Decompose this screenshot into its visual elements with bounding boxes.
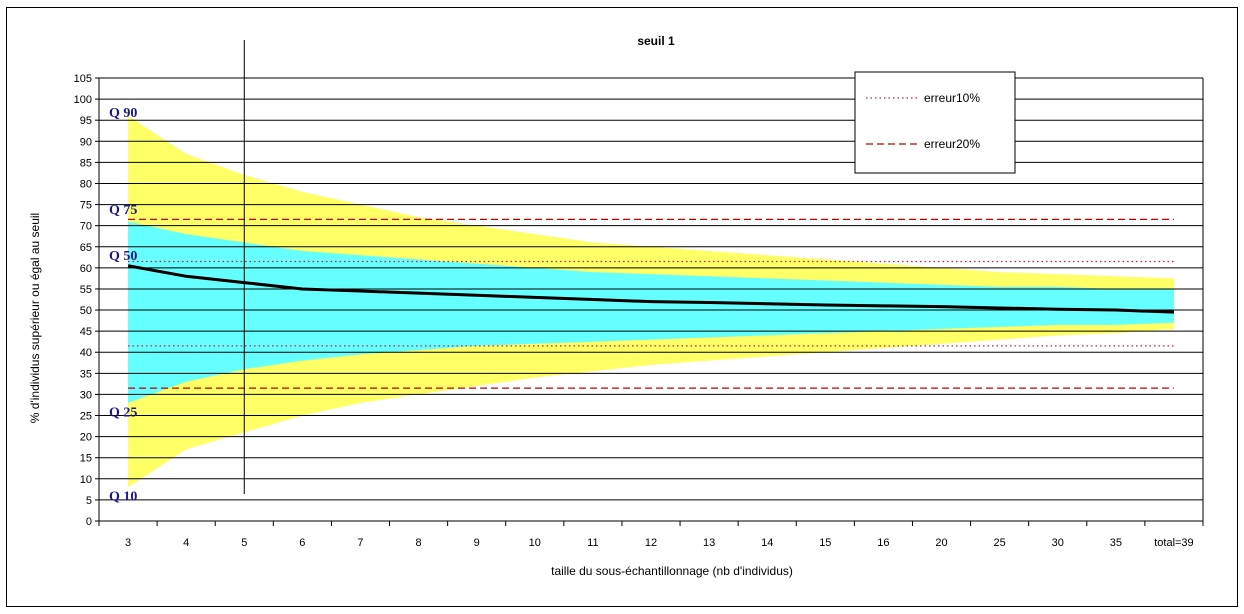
- y-tick-label-95: 95: [80, 115, 92, 127]
- x-tick-label-9: 9: [474, 537, 480, 549]
- gridlines: [99, 77, 1203, 522]
- chart-title: seuil 1: [637, 34, 675, 48]
- x-tick-label-12: 12: [645, 537, 657, 549]
- y-tick-label-20: 20: [80, 432, 92, 444]
- x-tick-label-8: 8: [416, 537, 422, 549]
- x-tick-label-3: 3: [125, 537, 131, 549]
- y-tick-label-30: 30: [80, 389, 92, 401]
- y-tick-label-70: 70: [80, 221, 92, 233]
- y-tick-label-10: 10: [80, 474, 92, 486]
- y-tick-label-85: 85: [80, 157, 92, 169]
- band-label-q75: Q 75: [109, 203, 137, 218]
- x-tick-label-15: 15: [819, 537, 831, 549]
- x-tick-label-7: 7: [357, 537, 363, 549]
- x-axis-label: taille du sous-échantillonnage (nb d'ind…: [551, 564, 793, 578]
- axis-labels: 0510152025303540455055606570758085909510…: [74, 73, 1194, 549]
- x-tick-label-5: 5: [241, 537, 247, 549]
- band-label-q90: Q 90: [109, 106, 137, 121]
- y-tick-label-35: 35: [80, 368, 92, 380]
- legend-label-erreur10: erreur10%: [924, 91, 980, 105]
- x-tick-label-20: 20: [935, 537, 947, 549]
- series-lines: [127, 40, 1175, 494]
- y-tick-label-105: 105: [74, 73, 92, 85]
- y-tick-label-5: 5: [86, 495, 92, 507]
- x-tick-label-total=39: total=39: [1154, 537, 1193, 549]
- y-tick-label-65: 65: [80, 242, 92, 254]
- x-tick-label-16: 16: [877, 537, 889, 549]
- legend: erreur10% erreur20%: [854, 71, 1016, 174]
- y-tick-label-45: 45: [80, 326, 92, 338]
- y-tick-label-75: 75: [80, 200, 92, 212]
- y-axis-label: % d'individus supérieur ou égal au seuil: [28, 213, 42, 423]
- band-label-q50: Q 50: [109, 249, 137, 264]
- y-tick-label-15: 15: [80, 453, 92, 465]
- legend-box: [854, 71, 1016, 174]
- y-tick-label-80: 80: [80, 178, 92, 190]
- y-tick-label-0: 0: [86, 516, 92, 528]
- x-tick-label-13: 13: [703, 537, 715, 549]
- legend-label-erreur20: erreur20%: [924, 137, 980, 151]
- band-label-q25: Q 25: [109, 405, 137, 420]
- x-tick-label-14: 14: [761, 537, 773, 549]
- y-tick-label-40: 40: [80, 347, 92, 359]
- y-tick-label-60: 60: [80, 263, 92, 275]
- y-tick-label-100: 100: [74, 94, 92, 106]
- y-tick-label-50: 50: [80, 305, 92, 317]
- band-q25-q75: [128, 221, 1174, 403]
- y-tick-label-90: 90: [80, 136, 92, 148]
- x-tick-label-11: 11: [587, 537, 598, 549]
- x-tick-label-4: 4: [183, 537, 189, 549]
- y-tick-label-25: 25: [80, 411, 92, 423]
- x-tick-label-35: 35: [1110, 537, 1122, 549]
- y-tick-label-55: 55: [80, 284, 92, 296]
- band-label-q10: Q 10: [109, 490, 137, 505]
- x-tick-label-6: 6: [299, 537, 305, 549]
- x-tick-label-30: 30: [1052, 537, 1064, 549]
- x-tick-label-10: 10: [529, 537, 541, 549]
- median-line: [127, 264, 1175, 314]
- axes: [95, 77, 1204, 526]
- x-tick-label-25: 25: [994, 537, 1006, 549]
